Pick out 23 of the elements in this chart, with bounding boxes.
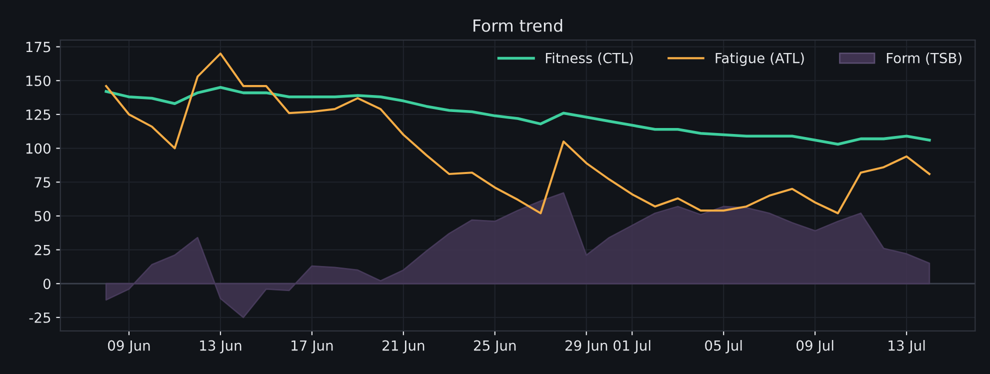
y-tick-label: 175	[26, 42, 50, 52]
x-tick-label: 05 Jul	[705, 340, 742, 354]
y-tick-label: 100	[26, 143, 50, 154]
y-tick-label: 150	[26, 76, 50, 86]
y-tick-label: 125	[26, 109, 50, 120]
y-tick-label: 50	[34, 210, 50, 222]
x-tick-label: 01 Jul	[614, 340, 650, 354]
x-tick-label: 09 Jul	[796, 340, 834, 354]
x-tick-label: 21 Jun	[382, 340, 424, 354]
x-tick-label: 09 Jun	[108, 340, 150, 354]
x-tick-label: 13 Jul	[888, 340, 925, 354]
chart-title: Form trend	[474, 19, 562, 32]
x-tick-label: 25 Jun	[474, 340, 516, 354]
x-tick-label: 17 Jun	[292, 340, 333, 354]
legend-label: Fatigue (ATL)	[716, 52, 804, 66]
x-tick-label: 13 Jun	[200, 340, 242, 354]
legend-label: Fitness (CTL)	[546, 52, 633, 65]
y-tick-label: 75	[34, 177, 50, 188]
x-tick-label: 29 Jun	[566, 340, 608, 354]
y-tick-label: 0	[43, 278, 50, 290]
y-tick-label: -25	[29, 312, 50, 323]
legend-label: Form (TSB)	[886, 52, 962, 65]
y-tick-label: 25	[34, 244, 50, 256]
